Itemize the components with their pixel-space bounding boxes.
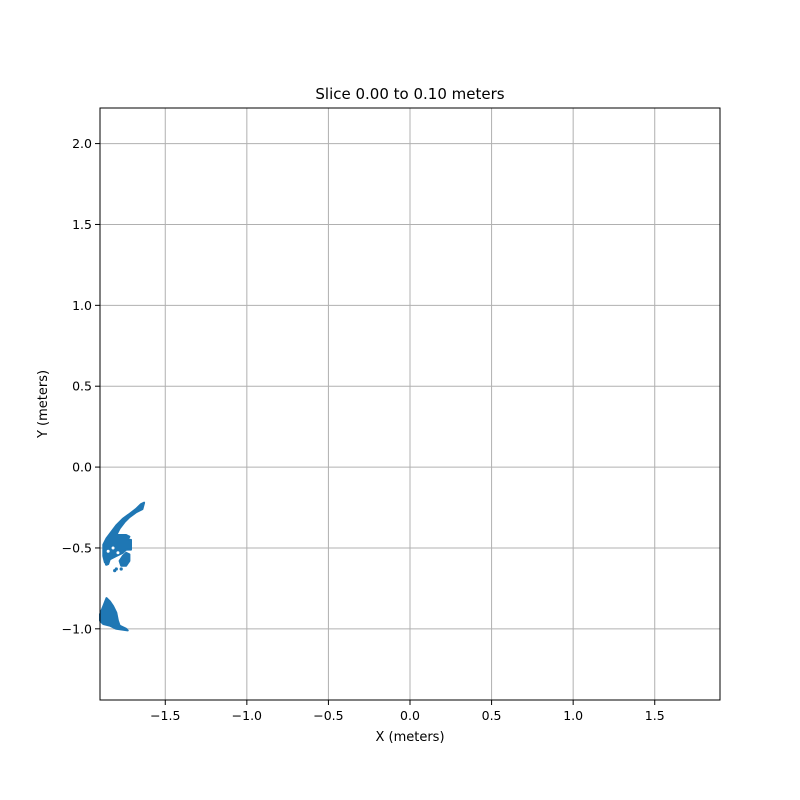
scatter-point bbox=[104, 562, 109, 566]
y-tick-label: −0.5 bbox=[62, 540, 92, 555]
y-tick-label: 1.5 bbox=[72, 217, 92, 232]
x-axis-label: X (meters) bbox=[375, 730, 444, 745]
grid-layer bbox=[100, 108, 720, 700]
point-cluster bbox=[99, 597, 129, 632]
scatter-point bbox=[119, 567, 123, 571]
x-tick-label: 0.5 bbox=[482, 708, 502, 723]
y-axis-label: Y (meters) bbox=[36, 370, 51, 439]
x-tick-label: 1.0 bbox=[563, 708, 583, 723]
point-cluster bbox=[118, 551, 131, 567]
cluster-gap bbox=[116, 551, 120, 555]
y-tick-label: 1.0 bbox=[72, 298, 92, 313]
x-tick-label: 0.0 bbox=[400, 708, 420, 723]
tick-layer: −1.5 −1.0 −0.5 0.0 0.5 1.0 1.5 −1.0 −0.5 0.0 0.5 1.… bbox=[62, 136, 665, 723]
x-tick-label: 1.5 bbox=[645, 708, 665, 723]
y-tick-label: 2.0 bbox=[72, 136, 92, 151]
scatter-point bbox=[114, 567, 118, 571]
chart-title: Slice 0.00 to 0.10 meters bbox=[315, 85, 504, 103]
y-tick-label: 0.0 bbox=[72, 460, 92, 475]
cluster-gap bbox=[111, 546, 115, 550]
y-tick-label: −1.0 bbox=[62, 621, 92, 636]
data-layer bbox=[99, 501, 146, 632]
x-tick-label: −1.5 bbox=[150, 708, 180, 723]
x-tick-label: −0.5 bbox=[313, 708, 343, 723]
cluster-gap bbox=[106, 549, 110, 553]
x-tick-label: −1.0 bbox=[232, 708, 262, 723]
y-tick-label: 0.5 bbox=[72, 379, 92, 394]
